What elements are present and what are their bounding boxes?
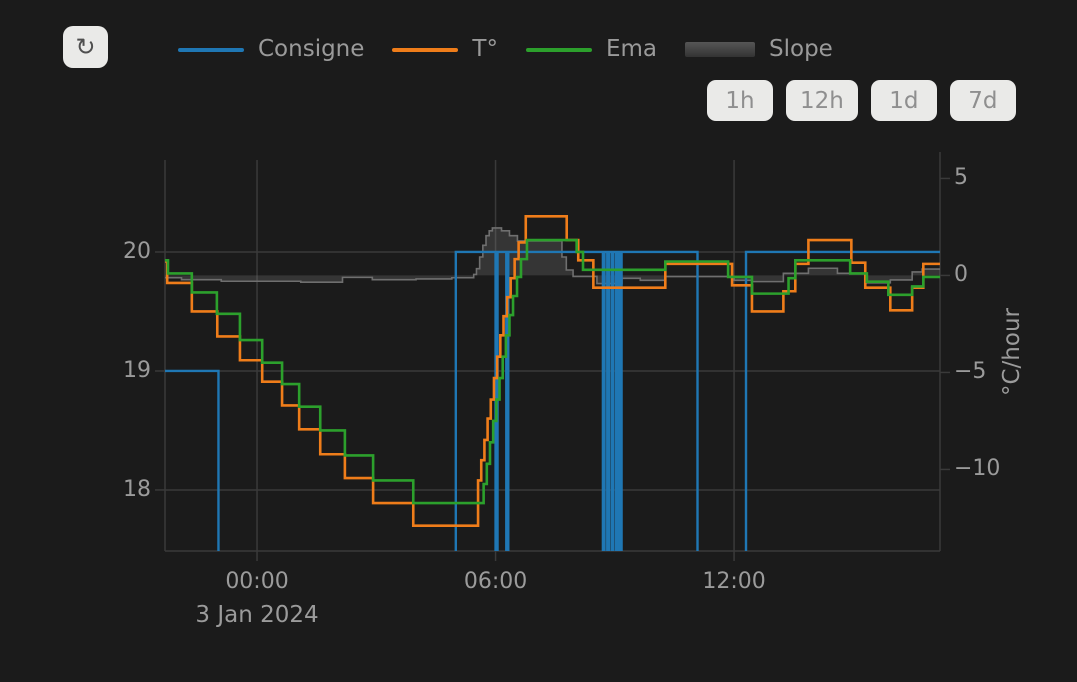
range-button-1h[interactable]: 1h [707, 80, 773, 121]
range-button-7d[interactable]: 7d [949, 80, 1016, 121]
right-axis-tick-label: 5 [954, 165, 968, 191]
temperature-line-swatch [392, 47, 459, 52]
axes [155, 152, 950, 561]
legend-item-ema[interactable]: Ema [525, 36, 658, 62]
series-consigne [165, 250, 940, 551]
legend-item-consigne[interactable]: Consigne [178, 38, 364, 61]
slope-area-swatch [685, 42, 756, 57]
refresh-button[interactable]: ↻ [63, 26, 108, 68]
slope-area-fill [165, 227, 940, 284]
consigne-line-swatch [178, 47, 244, 52]
refresh-icon: ↻ [75, 33, 96, 61]
x-axis-tick-label: 00:00 [225, 569, 289, 594]
range-button-12h[interactable]: 12h [786, 80, 858, 121]
left-axis-tick-label: 18 [123, 476, 151, 502]
ema-line-swatch [525, 47, 592, 52]
gridlines [165, 160, 940, 551]
left-axis-tick-label: 20 [123, 238, 151, 264]
legend-item-slope[interactable]: Slope [685, 38, 833, 61]
chart-legend: Consigne T° Ema Slope [178, 38, 833, 61]
range-button-1d[interactable]: 1d [870, 80, 937, 121]
legend-item-temperature[interactable]: T° [392, 38, 498, 61]
x-axis-tick-label: 06:00 [463, 569, 528, 594]
x-axis-tick-label: 12:00 [702, 569, 766, 594]
right-axis-title: °C/hour [999, 308, 1025, 396]
series-slope [165, 227, 940, 285]
x-axis-date-label: 3 Jan 2024 [195, 602, 319, 628]
legend-label: Consigne [258, 36, 365, 62]
time-range-buttons: 1h 12h 1d 7d [707, 80, 1016, 121]
right-axis-tick-label: 0 [954, 262, 968, 288]
legend-label: Ema [605, 36, 658, 62]
series-ema [165, 238, 940, 505]
legend-label: Slope [769, 36, 833, 62]
right-axis-tick-label: −5 [954, 359, 987, 385]
left-axis-tick-label: 19 [123, 357, 151, 383]
legend-label: T° [472, 36, 498, 62]
right-axis-tick-label: −10 [954, 456, 1001, 482]
